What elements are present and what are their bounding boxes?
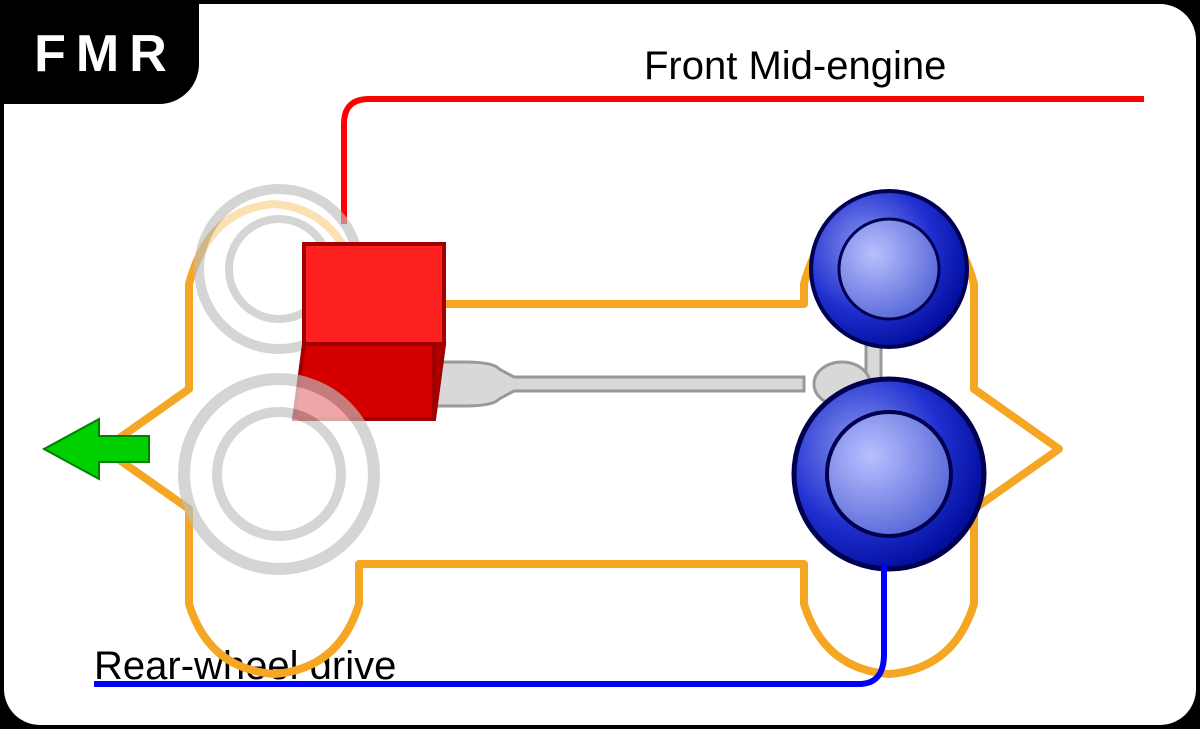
- diagram-svg: [4, 4, 1196, 725]
- leader-line-drive: [94, 564, 884, 684]
- rear-wheel-upper: [811, 191, 967, 347]
- diagram-canvas: FMR Front Mid-engine Rear-wheel drive: [4, 4, 1196, 725]
- front-wheel-lower: [184, 379, 374, 569]
- rear-wheel-lower: [794, 379, 984, 569]
- leader-line-engine: [344, 99, 1144, 224]
- driveshaft: [432, 362, 804, 406]
